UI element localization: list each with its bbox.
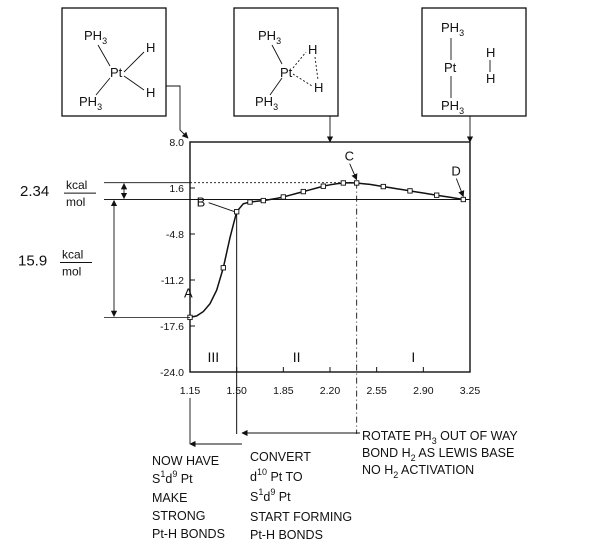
- plot-area: 1.15 1.50 1.85 2.20 2.55 2.90 3.258.01.6-4.8-1…: [18, 137, 480, 434]
- x-tick-label: 2.90: [413, 385, 434, 397]
- point-arrow: [455, 178, 465, 198]
- svg-text:Pt: Pt: [444, 60, 457, 75]
- note-region-I-line2: BOND H2 AS LEWIS BASE: [362, 446, 514, 463]
- svg-text:H: H: [314, 80, 323, 95]
- data-point: [260, 197, 266, 204]
- point-label-c: C: [345, 149, 354, 164]
- structure-box-eta2-h2: PH3 Pt H H PH3: [233, 7, 339, 117]
- note-region-I-line3: NO H2 ACTIVATION: [362, 463, 474, 480]
- annotation-unit-top: kcal: [62, 247, 83, 261]
- svg-text:PH3: PH3: [79, 94, 102, 112]
- svg-text:Pt: Pt: [280, 65, 293, 80]
- phase-arrows: [189, 398, 360, 448]
- x-tick-label: 3.25: [460, 385, 481, 397]
- svg-text:PH3: PH3: [258, 28, 281, 46]
- annotation-value: 2.34: [20, 183, 49, 200]
- region-label: III: [207, 349, 219, 365]
- structure-box-square-planar: PH3 Pt H H PH3: [61, 7, 167, 117]
- svg-text:PH3: PH3: [441, 20, 464, 38]
- annotation-value: 15.9: [18, 252, 47, 269]
- svg-text:H: H: [486, 71, 495, 86]
- region-label: II: [293, 349, 301, 365]
- data-point: [460, 196, 466, 203]
- x-tick-label: 1.15: [180, 385, 201, 397]
- data-point: [434, 192, 440, 198]
- note-region-III-line1: NOW HAVE: [152, 454, 219, 468]
- data-point: [300, 188, 306, 195]
- x-tick-label: 2.20: [320, 385, 341, 397]
- data-point: [280, 194, 286, 200]
- svg-text:H: H: [486, 45, 495, 60]
- box-connectors: [166, 85, 474, 143]
- svg-text:H: H: [146, 85, 155, 100]
- y-tick-label: -11.2: [161, 275, 184, 287]
- svg-text:PH3: PH3: [255, 94, 278, 112]
- point-label-b: B: [197, 195, 206, 210]
- data-point: [247, 199, 253, 205]
- svg-text:PH3: PH3: [84, 28, 107, 46]
- note-region-II-line2: d10 Pt TO: [250, 467, 303, 484]
- y-tick-label: -17.6: [160, 321, 184, 333]
- annotation-unit-top: kcal: [66, 178, 87, 192]
- svg-text:PH3: PH3: [441, 98, 464, 116]
- note-region-II-line3: S1d9 Pt: [250, 487, 291, 504]
- y-tick-label: 1.6: [169, 183, 184, 195]
- note-region-III-line3: MAKE: [152, 491, 187, 505]
- svg-text:H: H: [146, 40, 155, 55]
- energy-curve: [189, 181, 464, 319]
- note-region-II-line5: Pt-H BONDS: [250, 528, 323, 542]
- data-point: [220, 265, 226, 271]
- annotation-unit-bottom: mol: [62, 264, 81, 278]
- data-point: [234, 209, 240, 215]
- note-region-III-line5: Pt-H BONDS: [152, 527, 225, 541]
- data-point: [380, 183, 386, 190]
- point-label-d: D: [451, 164, 460, 179]
- data-point: [354, 180, 360, 186]
- y-tick-label: 8.0: [169, 137, 184, 149]
- structure-box-linear: PH3 Pt H H PH3: [421, 7, 527, 117]
- svg-text:Pt: Pt: [110, 65, 123, 80]
- x-tick-label: 1.85: [273, 385, 294, 397]
- plot-frame: [189, 141, 471, 373]
- y-tick-label: -4.8: [166, 229, 184, 241]
- data-point: [320, 183, 326, 189]
- note-region-I-line1: ROTATE PH3 OUT OF WAY: [362, 429, 518, 446]
- point-arrow: [349, 163, 358, 181]
- x-tick-label: 2.55: [366, 385, 387, 397]
- note-region-II-line1: CONVERT: [250, 450, 311, 464]
- data-point: [340, 180, 346, 186]
- data-point: [407, 188, 413, 194]
- point-arrow: [208, 202, 235, 213]
- svg-text:H: H: [308, 42, 317, 57]
- note-region-III-line4: STRONG: [152, 509, 205, 523]
- region-label: I: [411, 349, 415, 365]
- point-label-a: A: [184, 285, 193, 300]
- annotation-unit-bottom: mol: [66, 195, 85, 209]
- y-tick-label: -24.0: [160, 367, 184, 379]
- note-region-III-line2: S1d9 Pt: [152, 469, 193, 486]
- note-region-II-line4: START FORMING: [250, 510, 352, 524]
